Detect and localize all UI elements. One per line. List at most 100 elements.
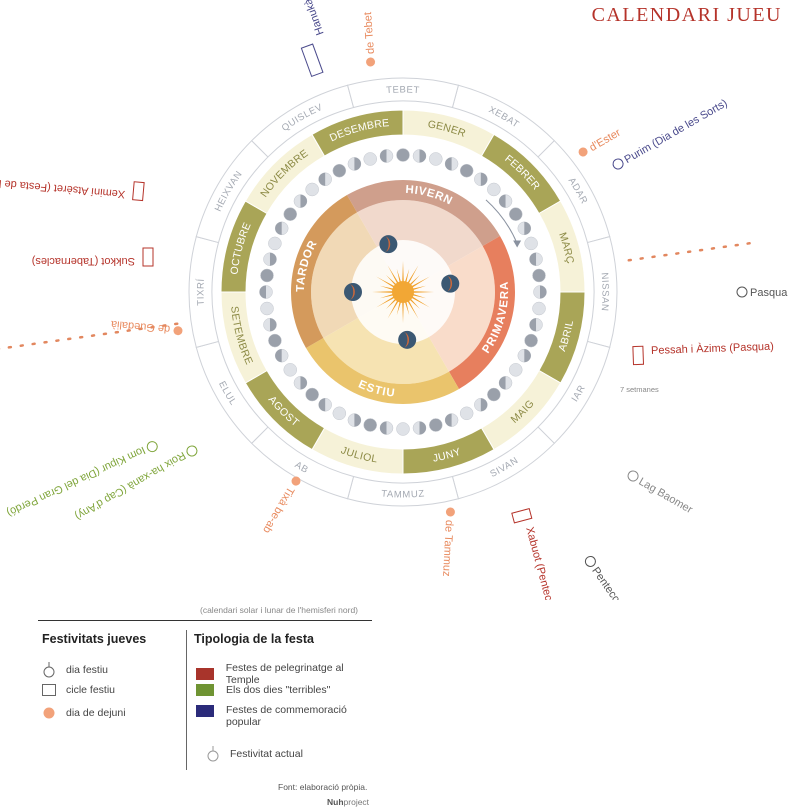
moon-half: [529, 318, 537, 332]
arrow-head: [513, 240, 522, 248]
festive-day-icon: [43, 662, 55, 678]
moon-half: [300, 194, 307, 208]
sun-core: [392, 281, 414, 303]
fasting-day-icon: [578, 147, 588, 157]
moon-phase: [332, 406, 347, 421]
legend-item-current: Festivitat actual: [206, 746, 303, 762]
sun-ray: [410, 291, 434, 293]
legend-types-title: Tipologia de la festa: [194, 632, 314, 646]
moon-phase: [363, 152, 377, 166]
earth-icon: [441, 274, 460, 293]
festival-label: Pessah i Àzims (Pasqua): [651, 340, 774, 357]
solar-months-ring: GENERFEBRERMARÇABRILMAIGJUNYJULIOLAGOSTS…: [220, 109, 586, 475]
festival-label: Purim (Dia de les Sorts): [623, 97, 730, 166]
festive-day-icon: [146, 441, 158, 453]
festival-marker: de Tebet: [362, 12, 377, 67]
sun-ray: [409, 295, 430, 308]
legend-type-pelegrinatge: Festes de pelegrinatge al Temple: [196, 662, 378, 686]
sun-ray: [376, 295, 397, 308]
moon-phase: [283, 207, 298, 221]
season-band: [449, 236, 515, 389]
moon-half: [318, 398, 326, 412]
moon-phase: [487, 387, 501, 402]
earth-icon: [379, 235, 398, 254]
moon-half: [524, 221, 531, 235]
earth-shade: [404, 331, 410, 348]
legend-item-dejuni: dia de dejuni: [42, 706, 126, 720]
fasting-day-icon: [366, 57, 376, 67]
fasting-day-icon: [43, 707, 55, 719]
sun-ray: [408, 297, 420, 309]
swatch-pilgrimage: [196, 668, 214, 680]
moon-half: [524, 349, 531, 363]
sun-ray: [410, 285, 427, 291]
moon-phase: [260, 301, 274, 316]
moon-half: [379, 149, 387, 163]
legend-type-popular: Festes de commemoració popular: [196, 704, 376, 728]
festival-label: Tixà be-ab: [260, 485, 296, 536]
moon-half: [480, 172, 488, 186]
moon-phase: [396, 422, 410, 436]
moon-phase: [532, 268, 546, 283]
earth-shade: [350, 284, 355, 300]
legend-type-terribles: Els dos dies "terribles": [196, 684, 330, 696]
chart-title: CALENDARI JUEU: [591, 4, 782, 26]
sun-ray: [396, 299, 402, 316]
moon-half: [269, 252, 277, 266]
sun-ray: [404, 299, 410, 316]
moon-phase: [487, 182, 501, 197]
sun-ray: [406, 298, 419, 319]
lunar-month-label: NISSAN: [599, 272, 611, 312]
current-festival-icon: [207, 746, 219, 762]
sun-ray: [386, 275, 398, 287]
festival-marker: Lag Baomer: [627, 470, 695, 517]
moon-half: [300, 376, 307, 390]
moon-half: [419, 421, 427, 435]
festival-label: Pentecosta: [589, 565, 631, 600]
festival-label: de Guedalià: [110, 318, 171, 335]
sun-ray: [386, 297, 398, 309]
season-band: [306, 338, 459, 404]
earth-shade: [447, 275, 453, 292]
lunar-month-segment: [347, 77, 459, 109]
legend-item-cicle: cicle festiu: [42, 684, 115, 696]
moon-half: [540, 285, 547, 299]
festive-cycle-icon: [632, 345, 645, 366]
lunar-month-label: TEBET: [386, 84, 420, 96]
calendar-note: (calendari solar i lunar de l'hemisferi …: [200, 605, 358, 615]
festival-marker: Pentecosta: [584, 555, 631, 600]
moon-phases-ring: [259, 148, 547, 436]
festive-cycle-icon: [142, 247, 154, 267]
festival-marker: Pessah i Àzims (Pasqua): [632, 340, 774, 366]
sun-ray: [396, 268, 402, 285]
earth-shade: [385, 236, 391, 253]
fasting-day-icon: [173, 326, 183, 336]
sun-ray: [402, 299, 404, 323]
festival-marker: Sukkot (Tabernacles): [32, 247, 154, 267]
festive-cycle-icon: [132, 181, 145, 202]
moon-phase: [268, 236, 282, 251]
festive-day-icon: [584, 555, 596, 567]
sun-ray: [402, 261, 404, 285]
festival-marker: Hanukà (Dedicació): [282, 0, 327, 77]
moon-half: [499, 376, 506, 390]
moon-phase: [396, 148, 410, 162]
festival-label: Lag Baomer: [637, 476, 695, 517]
sun-ray: [409, 276, 430, 289]
moon-phase: [283, 363, 298, 377]
moon-half: [529, 252, 537, 266]
moon-half: [354, 413, 361, 427]
year-axis: [0, 240, 761, 350]
sun-ray: [379, 293, 396, 299]
sun-ray: [387, 265, 400, 286]
source: Font: elaboració pròpia.: [278, 782, 368, 792]
moon-half: [275, 349, 282, 363]
festive-cycle-icon: [42, 684, 56, 696]
festival-marker: Xabuot (Pentecosta): [511, 507, 561, 600]
festival-label: de Tammuz: [440, 520, 455, 577]
festival-marker: Pasqua: [736, 286, 788, 299]
moon-half: [419, 149, 427, 163]
earth-icon: [398, 330, 417, 349]
sun-ray: [376, 276, 397, 289]
